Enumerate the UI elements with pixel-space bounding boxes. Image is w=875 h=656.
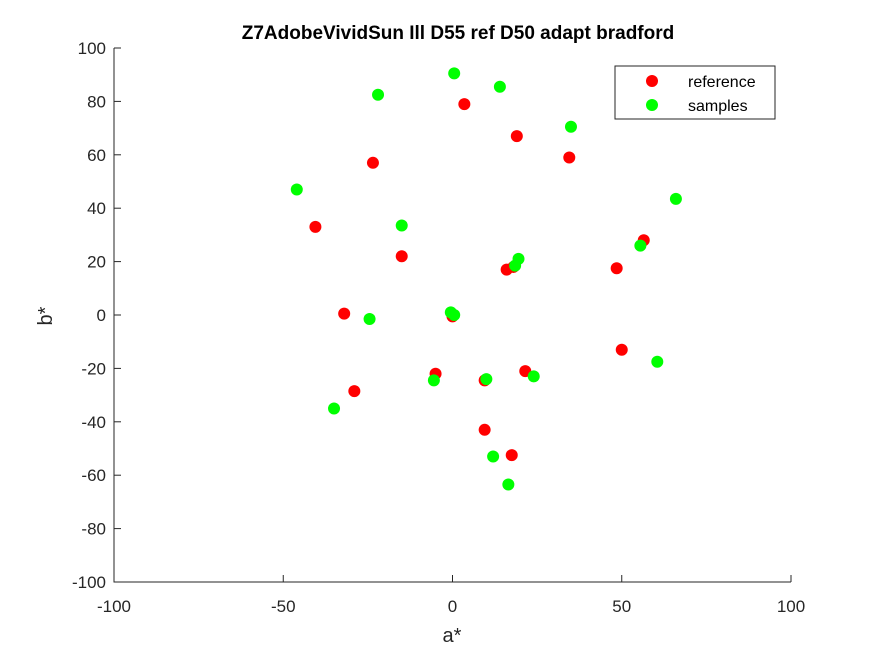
y-tick-label: 100 — [78, 39, 106, 58]
x-tick-label: 100 — [777, 597, 805, 616]
y-tick-label: -100 — [72, 573, 106, 592]
y-tick-label: 20 — [87, 253, 106, 272]
y-tick-label: -60 — [81, 466, 106, 485]
chart-title: Z7AdobeVividSun Ill D55 ref D50 adapt br… — [242, 23, 675, 44]
point-reference — [309, 221, 321, 233]
point-reference — [338, 308, 350, 320]
point-samples — [502, 479, 514, 491]
legend: reference samples — [615, 66, 775, 119]
legend-label-reference: reference — [688, 74, 756, 91]
point-samples — [448, 309, 460, 321]
point-samples — [651, 356, 663, 368]
point-reference — [563, 151, 575, 163]
point-reference — [479, 424, 491, 436]
point-reference — [396, 250, 408, 262]
y-tick-label: 40 — [87, 199, 106, 218]
point-samples — [634, 240, 646, 252]
legend-label-samples: samples — [688, 98, 748, 115]
y-tick-label: 0 — [97, 306, 106, 325]
y-tick-label: -80 — [81, 520, 106, 539]
x-tick-label: -100 — [97, 597, 131, 616]
point-reference — [348, 385, 360, 397]
legend-marker-samples — [646, 99, 658, 111]
point-samples — [328, 402, 340, 414]
point-samples — [372, 89, 384, 101]
x-tick-label: 0 — [448, 597, 457, 616]
legend-marker-reference — [646, 75, 658, 87]
point-reference — [367, 157, 379, 169]
point-samples — [428, 374, 440, 386]
point-samples — [364, 313, 376, 325]
point-reference — [616, 344, 628, 356]
point-samples — [396, 220, 408, 232]
point-samples — [565, 121, 577, 133]
point-samples — [494, 81, 506, 93]
point-reference — [611, 262, 623, 274]
point-samples — [528, 370, 540, 382]
point-samples — [487, 451, 499, 463]
point-samples — [291, 184, 303, 196]
y-axis-label: b* — [35, 306, 57, 325]
point-samples — [670, 193, 682, 205]
y-tick-label: 80 — [87, 92, 106, 111]
point-samples — [509, 260, 521, 272]
x-tick-label: -50 — [271, 597, 296, 616]
point-samples — [480, 373, 492, 385]
x-axis-label: a* — [443, 625, 462, 647]
x-tick-label: 50 — [612, 597, 631, 616]
point-reference — [458, 98, 470, 110]
point-reference — [506, 449, 518, 461]
y-tick-label: 60 — [87, 146, 106, 165]
point-samples — [448, 67, 460, 79]
y-tick-label: -40 — [81, 413, 106, 432]
y-tick-label: -20 — [81, 359, 106, 378]
point-reference — [511, 130, 523, 142]
